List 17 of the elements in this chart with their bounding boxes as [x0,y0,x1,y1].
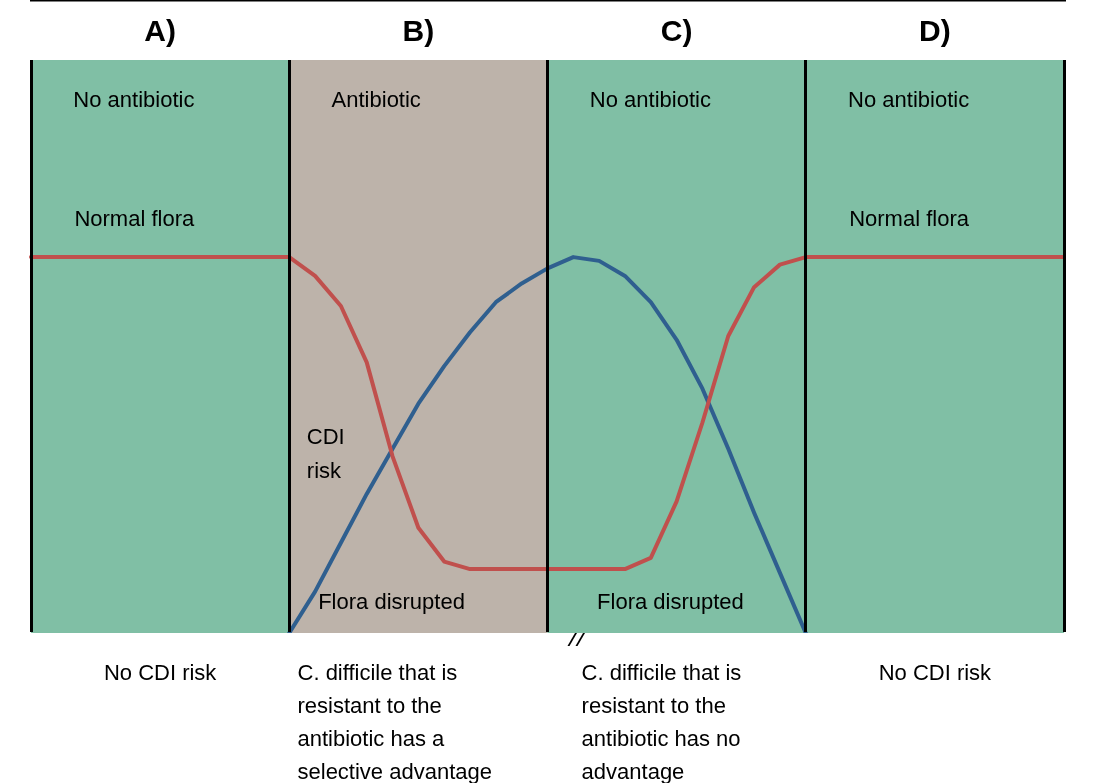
text: C) [660,14,693,48]
text: B) [402,14,435,48]
text: No antibiotic [589,87,711,113]
annotation: Flora disrupted [597,589,744,615]
text: Normal flora [849,205,970,231]
text: No CDI risk [878,660,993,686]
text: No antibiotic [73,87,195,113]
text: C. difficile that is resistant to the antibiotic has no advantage [581,660,742,783]
text: D) [919,14,951,48]
annotation: CDI risk [306,423,345,483]
text: Normal flora [74,205,195,231]
annotation: Flora disrupted [318,589,465,615]
text: C. difficile that is resistant to the antibiotic has a selective advantage [297,660,492,783]
text: A) [144,14,176,48]
text: No CDI risk [103,660,218,686]
text: Antibiotic [331,87,421,113]
text: No antibiotic [848,87,970,113]
